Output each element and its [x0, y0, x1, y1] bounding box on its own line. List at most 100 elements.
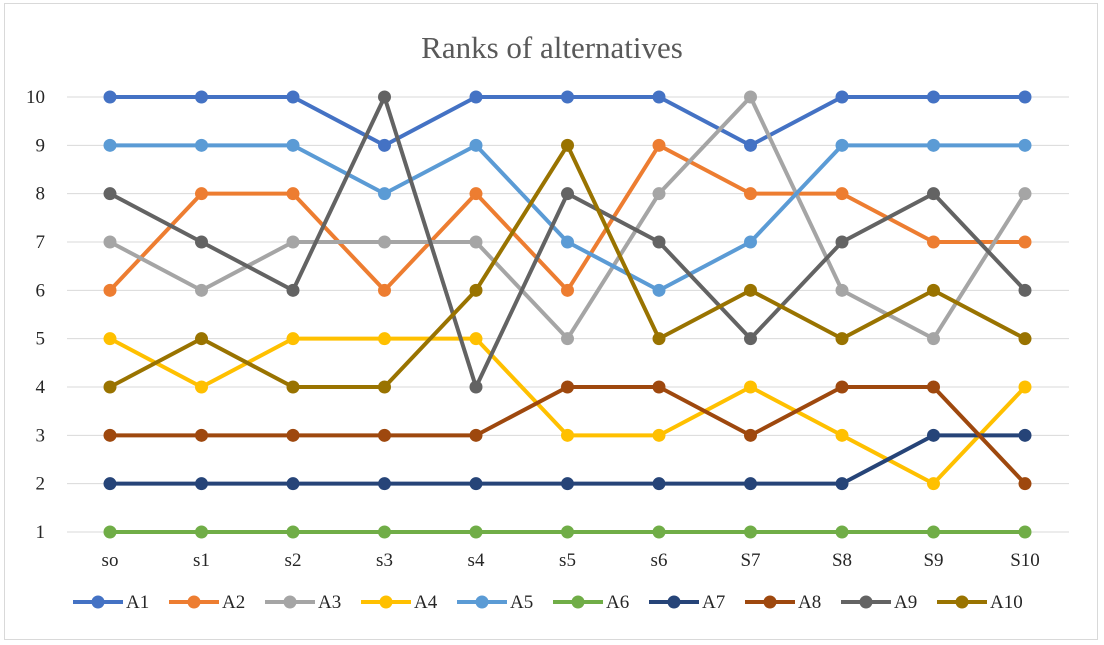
legend-label: A2 [222, 592, 245, 613]
legend-marker [571, 595, 585, 609]
data-point [835, 187, 849, 201]
data-point [378, 525, 391, 539]
data-point [561, 283, 574, 297]
data-point [927, 283, 940, 297]
y-tick-label: 7 [36, 232, 46, 253]
data-point [103, 525, 117, 539]
data-point [286, 525, 300, 539]
legend-item: A10 [937, 592, 1023, 613]
legend-item: A7 [649, 592, 725, 613]
data-point [378, 90, 391, 104]
data-point [652, 138, 666, 152]
data-point [652, 90, 666, 104]
data-point [835, 332, 849, 346]
data-point [378, 380, 391, 394]
data-point [744, 332, 757, 346]
data-point [1018, 90, 1032, 104]
line-chart: Ranks of alternatives 1 2 3 4 5 6 7 8 9 10 so s1 s2… [26, 30, 1069, 613]
series-A3 [103, 90, 1032, 346]
data-point [652, 525, 666, 539]
data-point [652, 235, 666, 249]
data-point [286, 90, 300, 104]
data-point [744, 525, 757, 539]
data-point [378, 187, 391, 201]
legend-label: A3 [318, 592, 341, 613]
legend-label: A1 [126, 592, 149, 613]
data-point [195, 380, 208, 394]
data-point [744, 380, 757, 394]
y-tick-label: 8 [36, 184, 46, 205]
data-point [195, 138, 208, 152]
data-point [469, 187, 483, 201]
data-point [835, 235, 849, 249]
legend-marker [955, 595, 969, 609]
chart-frame: Ranks of alternatives 1 2 3 4 5 6 7 8 9 10 so s1 s2… [4, 3, 1098, 640]
data-point [469, 332, 483, 346]
chart-title: Ranks of alternatives [421, 30, 683, 65]
data-point [378, 477, 391, 491]
legend-label: A4 [414, 592, 438, 613]
data-point [652, 187, 666, 201]
data-point [835, 283, 849, 297]
data-point [835, 380, 849, 394]
data-point [286, 283, 300, 297]
data-point [378, 138, 391, 152]
data-point [744, 90, 757, 104]
legend-marker [475, 595, 489, 609]
data-point [927, 90, 940, 104]
y-axis-tick-labels: 1 2 3 4 5 6 7 8 9 10 [26, 87, 46, 543]
data-point [927, 380, 940, 394]
data-point [1018, 525, 1032, 539]
x-tick-label: s3 [376, 550, 393, 571]
data-point [103, 187, 117, 201]
x-tick-label: so [102, 550, 119, 571]
series-line [108, 433, 1027, 486]
data-point [195, 90, 208, 104]
data-point [1018, 283, 1032, 297]
legend-item: A9 [841, 592, 917, 613]
data-point [286, 138, 300, 152]
data-point [195, 525, 208, 539]
data-point [652, 477, 666, 491]
y-tick-label: 10 [26, 87, 45, 108]
data-point [378, 332, 391, 346]
legend-item: A6 [553, 592, 629, 613]
data-point [103, 477, 117, 491]
y-tick-label: 5 [36, 329, 46, 350]
data-point [378, 428, 391, 442]
data-point [927, 138, 940, 152]
data-point [195, 235, 208, 249]
legend-label: A8 [798, 592, 821, 613]
legend-item: A8 [745, 592, 821, 613]
data-point [469, 283, 483, 297]
x-tick-label: S10 [1010, 550, 1040, 571]
legend-marker [763, 595, 777, 609]
data-point [1018, 477, 1032, 491]
data-point [927, 525, 940, 539]
series-lines [103, 90, 1032, 539]
data-point [195, 332, 208, 346]
series-A2 [103, 138, 1032, 297]
legend-marker [859, 595, 873, 609]
data-point [1018, 235, 1032, 249]
data-point [286, 187, 300, 201]
data-point [378, 235, 391, 249]
data-point [744, 477, 757, 491]
legend-label: A6 [606, 592, 629, 613]
legend-marker [667, 595, 681, 609]
series-A6 [103, 525, 1032, 539]
data-point [286, 428, 300, 442]
data-point [469, 235, 483, 249]
data-point [744, 283, 757, 297]
series-A1 [103, 90, 1032, 152]
legend-item: A3 [265, 592, 341, 613]
data-point [835, 90, 849, 104]
data-point [469, 380, 483, 394]
data-point [561, 187, 574, 201]
legend-item: A2 [169, 592, 245, 613]
data-point [469, 138, 483, 152]
data-point [652, 283, 666, 297]
series-line [108, 95, 1027, 148]
data-point [927, 332, 940, 346]
legend-label: A5 [510, 592, 533, 613]
